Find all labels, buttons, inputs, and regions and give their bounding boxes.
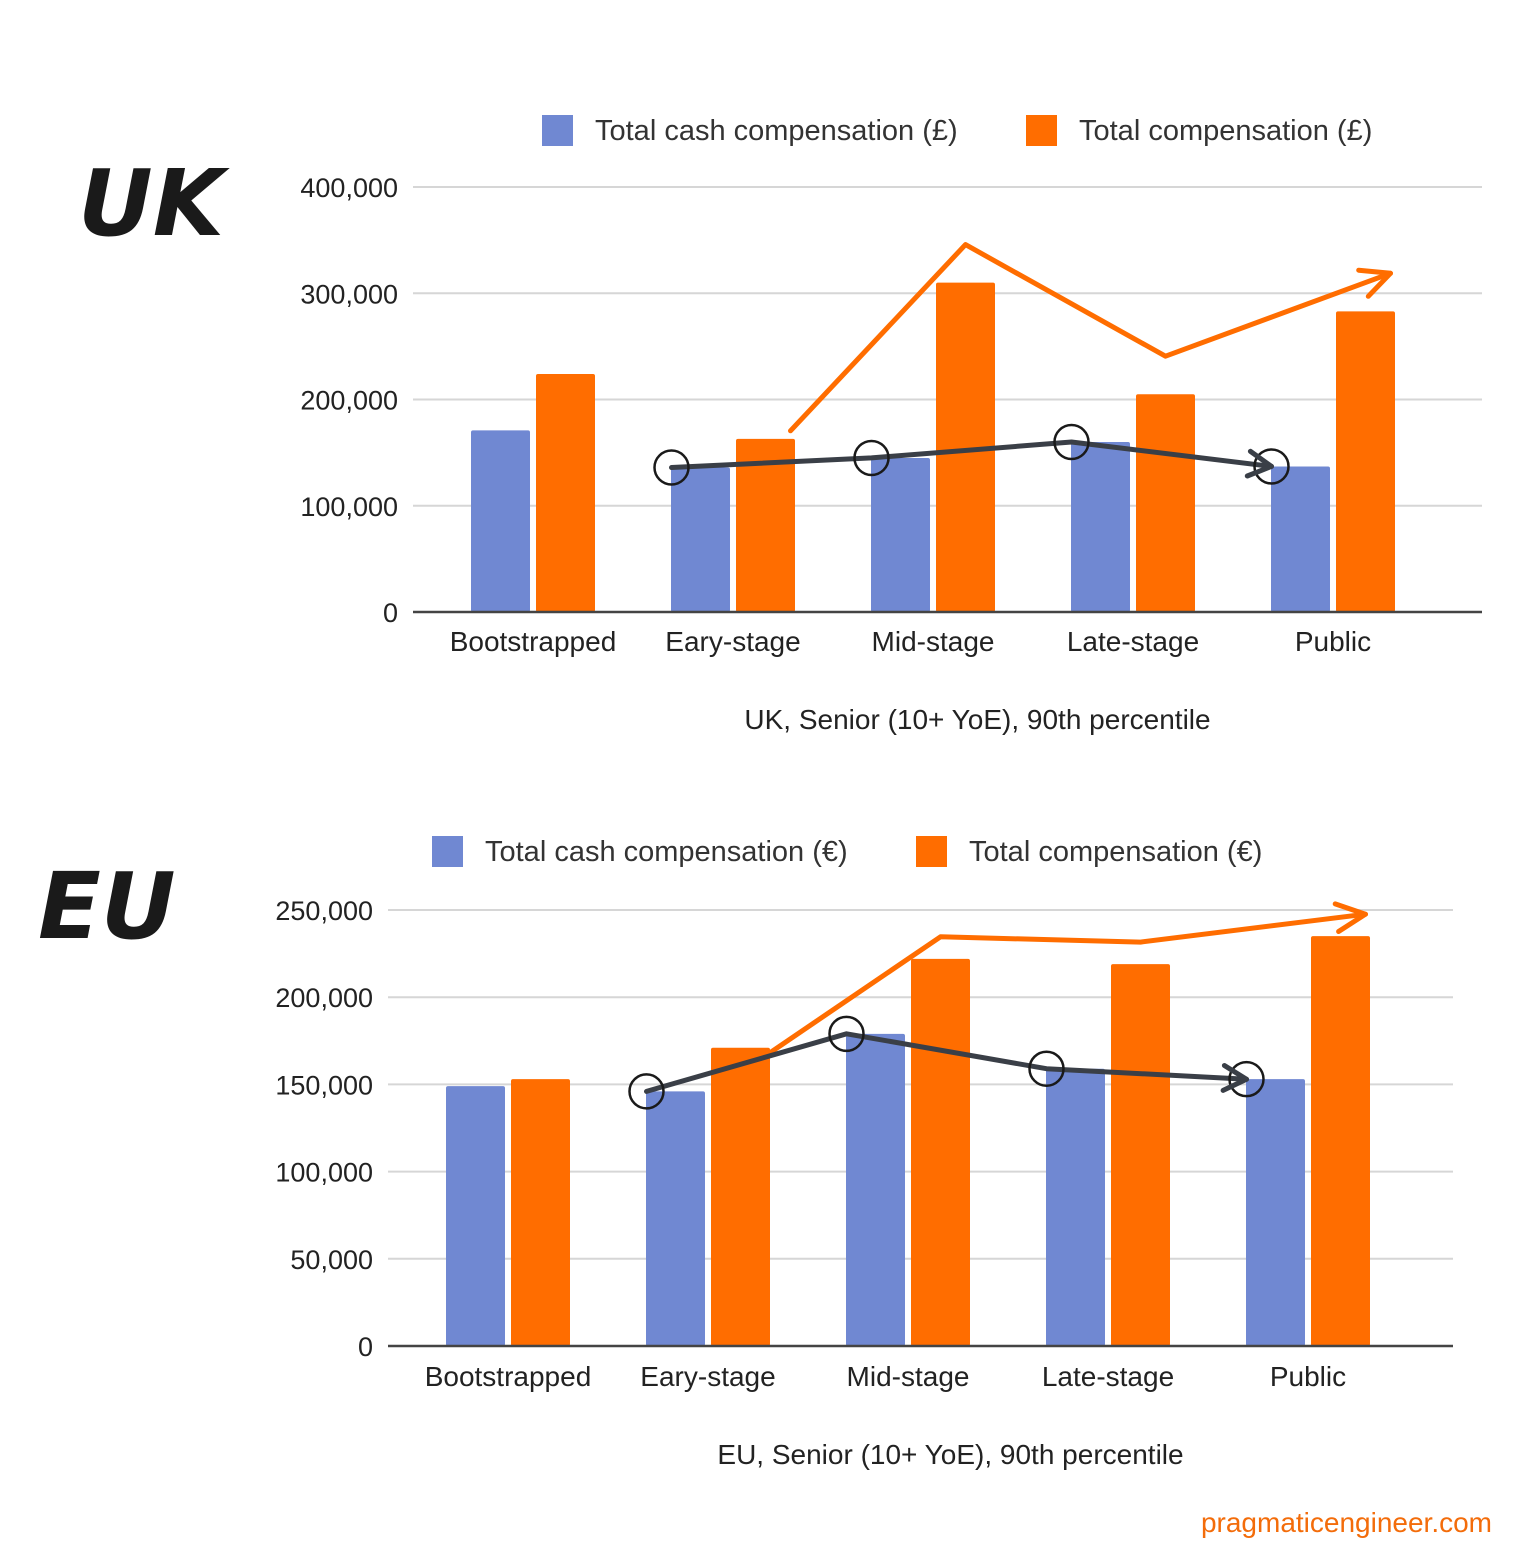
x-tick-label: Eary-stage (640, 1361, 775, 1392)
cash-point-circle (1228, 1060, 1265, 1098)
y-tick-label: 100,000 (275, 1158, 373, 1188)
x-tick-label: Bootstrapped (450, 626, 617, 657)
cash-point-circle (1253, 448, 1290, 485)
cash-trend-arrowhead (1244, 448, 1274, 479)
x-tick-label: Public (1295, 626, 1371, 657)
bar-cash (1271, 466, 1330, 612)
bar-total (536, 374, 595, 612)
legend-swatch (916, 836, 947, 867)
legend-label: Total compensation (€) (969, 836, 1262, 868)
bar-total (736, 438, 795, 612)
region-label: UK (78, 150, 230, 257)
y-tick-label: 200,000 (275, 983, 373, 1013)
cash-trend-arrow (669, 439, 1274, 470)
bar-cash (471, 430, 530, 612)
bar-total (936, 282, 995, 612)
bar-cash (1071, 442, 1130, 612)
cash-point-circle (828, 1015, 865, 1053)
legend: Total cash compensation (£) Total compens… (542, 115, 1372, 147)
bar-cash (671, 467, 730, 612)
cash-point-circle (628, 1073, 665, 1110)
bar-cash (871, 457, 930, 612)
bar-total (1311, 936, 1370, 1346)
legend-swatch (542, 115, 573, 146)
y-tick-label: 400,000 (300, 173, 398, 203)
chart-eu: EU Total cash compensation (€) Total compe… (38, 836, 1453, 1470)
bar-cash (1046, 1068, 1105, 1346)
x-tick-label: Late-stage (1067, 626, 1199, 657)
region-label: EU (38, 853, 176, 960)
bar-total (1111, 964, 1170, 1346)
y-tick-label: 50,000 (290, 1245, 373, 1275)
y-tick-label: 200,000 (300, 386, 398, 416)
bar-total (1136, 394, 1195, 612)
chart-uk: UK Total cash compensation (£) Total compe… (78, 115, 1482, 735)
legend-label: Total compensation (£) (1079, 115, 1372, 147)
total-trend-arrow (763, 911, 1368, 1059)
total-trend-arrowhead (1332, 901, 1368, 934)
x-axis-title: UK, Senior (10+ YoE), 90th percentile (744, 704, 1210, 735)
watermark: pragmaticengineer.com (1201, 1507, 1492, 1538)
x-tick-label: Eary-stage (665, 626, 800, 657)
y-tick-label: 0 (383, 598, 398, 628)
x-tick-label: Public (1270, 1361, 1346, 1392)
y-tick-label: 100,000 (300, 492, 398, 522)
y-tick-label: 300,000 (300, 279, 398, 309)
cash-point-circle (653, 449, 690, 486)
total-trend-arrow (788, 242, 1393, 434)
x-axis-title: EU, Senior (10+ YoE), 90th percentile (717, 1439, 1183, 1470)
x-tick-label: Mid-stage (872, 626, 995, 657)
bar-cash (446, 1086, 505, 1346)
legend-swatch (432, 836, 463, 867)
bar-total (711, 1047, 770, 1346)
cash-point-circle (853, 439, 890, 477)
legend-label: Total cash compensation (£) (595, 115, 958, 147)
bar-total (511, 1079, 570, 1346)
bar-total (1336, 311, 1395, 612)
x-tick-label: Late-stage (1042, 1361, 1174, 1392)
cash-point-circle (1028, 1050, 1065, 1087)
bar-cash (646, 1091, 705, 1346)
legend-label: Total cash compensation (€) (485, 836, 848, 868)
bar-cash (1246, 1079, 1305, 1346)
legend: Total cash compensation (€) Total compens… (432, 836, 1262, 868)
x-tick-label: Bootstrapped (425, 1361, 592, 1392)
total-trend-arrowhead (1356, 267, 1393, 299)
bar-cash (846, 1033, 905, 1346)
y-tick-label: 0 (358, 1332, 373, 1362)
cash-trend-arrowhead (1220, 1063, 1249, 1093)
x-tick-label: Mid-stage (847, 1361, 970, 1392)
bar-total (911, 958, 970, 1346)
legend-swatch (1026, 115, 1057, 146)
y-tick-label: 250,000 (275, 896, 373, 926)
y-tick-label: 150,000 (275, 1070, 373, 1100)
cash-trend-arrow (644, 1031, 1249, 1094)
cash-point-circle (1053, 423, 1090, 461)
